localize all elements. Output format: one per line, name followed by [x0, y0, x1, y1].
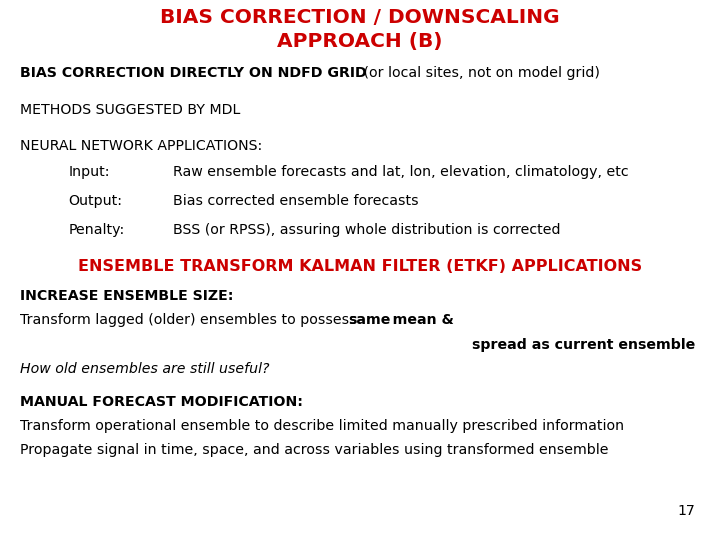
Text: Propagate signal in time, space, and across variables using transformed ensemble: Propagate signal in time, space, and acr…: [20, 443, 608, 457]
Text: (or local sites, not on model grid): (or local sites, not on model grid): [359, 66, 600, 80]
Text: MANUAL FORECAST MODIFICATION:: MANUAL FORECAST MODIFICATION:: [20, 395, 303, 409]
Text: APPROACH (B): APPROACH (B): [277, 32, 443, 51]
Text: How old ensembles are still useful?: How old ensembles are still useful?: [20, 362, 270, 376]
Text: Transform operational ensemble to describe limited manually prescribed informati: Transform operational ensemble to descri…: [20, 419, 624, 433]
Text: INCREASE ENSEMBLE SIZE:: INCREASE ENSEMBLE SIZE:: [20, 289, 234, 303]
Text: METHODS SUGGESTED BY MDL: METHODS SUGGESTED BY MDL: [20, 103, 240, 117]
Text: same: same: [348, 313, 391, 327]
Text: BIAS CORRECTION DIRECTLY ON NDFD GRID: BIAS CORRECTION DIRECTLY ON NDFD GRID: [20, 66, 367, 80]
Text: BIAS CORRECTION / DOWNSCALING: BIAS CORRECTION / DOWNSCALING: [160, 8, 560, 27]
Text: spread as current ensemble: spread as current ensemble: [472, 338, 696, 352]
Text: mean &: mean &: [378, 313, 454, 327]
Text: NEURAL NETWORK APPLICATIONS:: NEURAL NETWORK APPLICATIONS:: [20, 139, 262, 153]
Text: Output:: Output:: [68, 194, 122, 208]
Text: Transform lagged (older) ensembles to possess: Transform lagged (older) ensembles to po…: [20, 313, 361, 327]
Text: BSS (or RPSS), assuring whole distribution is corrected: BSS (or RPSS), assuring whole distributi…: [173, 223, 560, 237]
Text: ENSEMBLE TRANSFORM KALMAN FILTER (ETKF) APPLICATIONS: ENSEMBLE TRANSFORM KALMAN FILTER (ETKF) …: [78, 259, 642, 274]
Text: Raw ensemble forecasts and lat, lon, elevation, climatology, etc: Raw ensemble forecasts and lat, lon, ele…: [173, 165, 629, 179]
Text: Bias corrected ensemble forecasts: Bias corrected ensemble forecasts: [173, 194, 418, 208]
Text: 17: 17: [678, 504, 696, 518]
Text: Input:: Input:: [68, 165, 110, 179]
Text: Penalty:: Penalty:: [68, 223, 125, 237]
